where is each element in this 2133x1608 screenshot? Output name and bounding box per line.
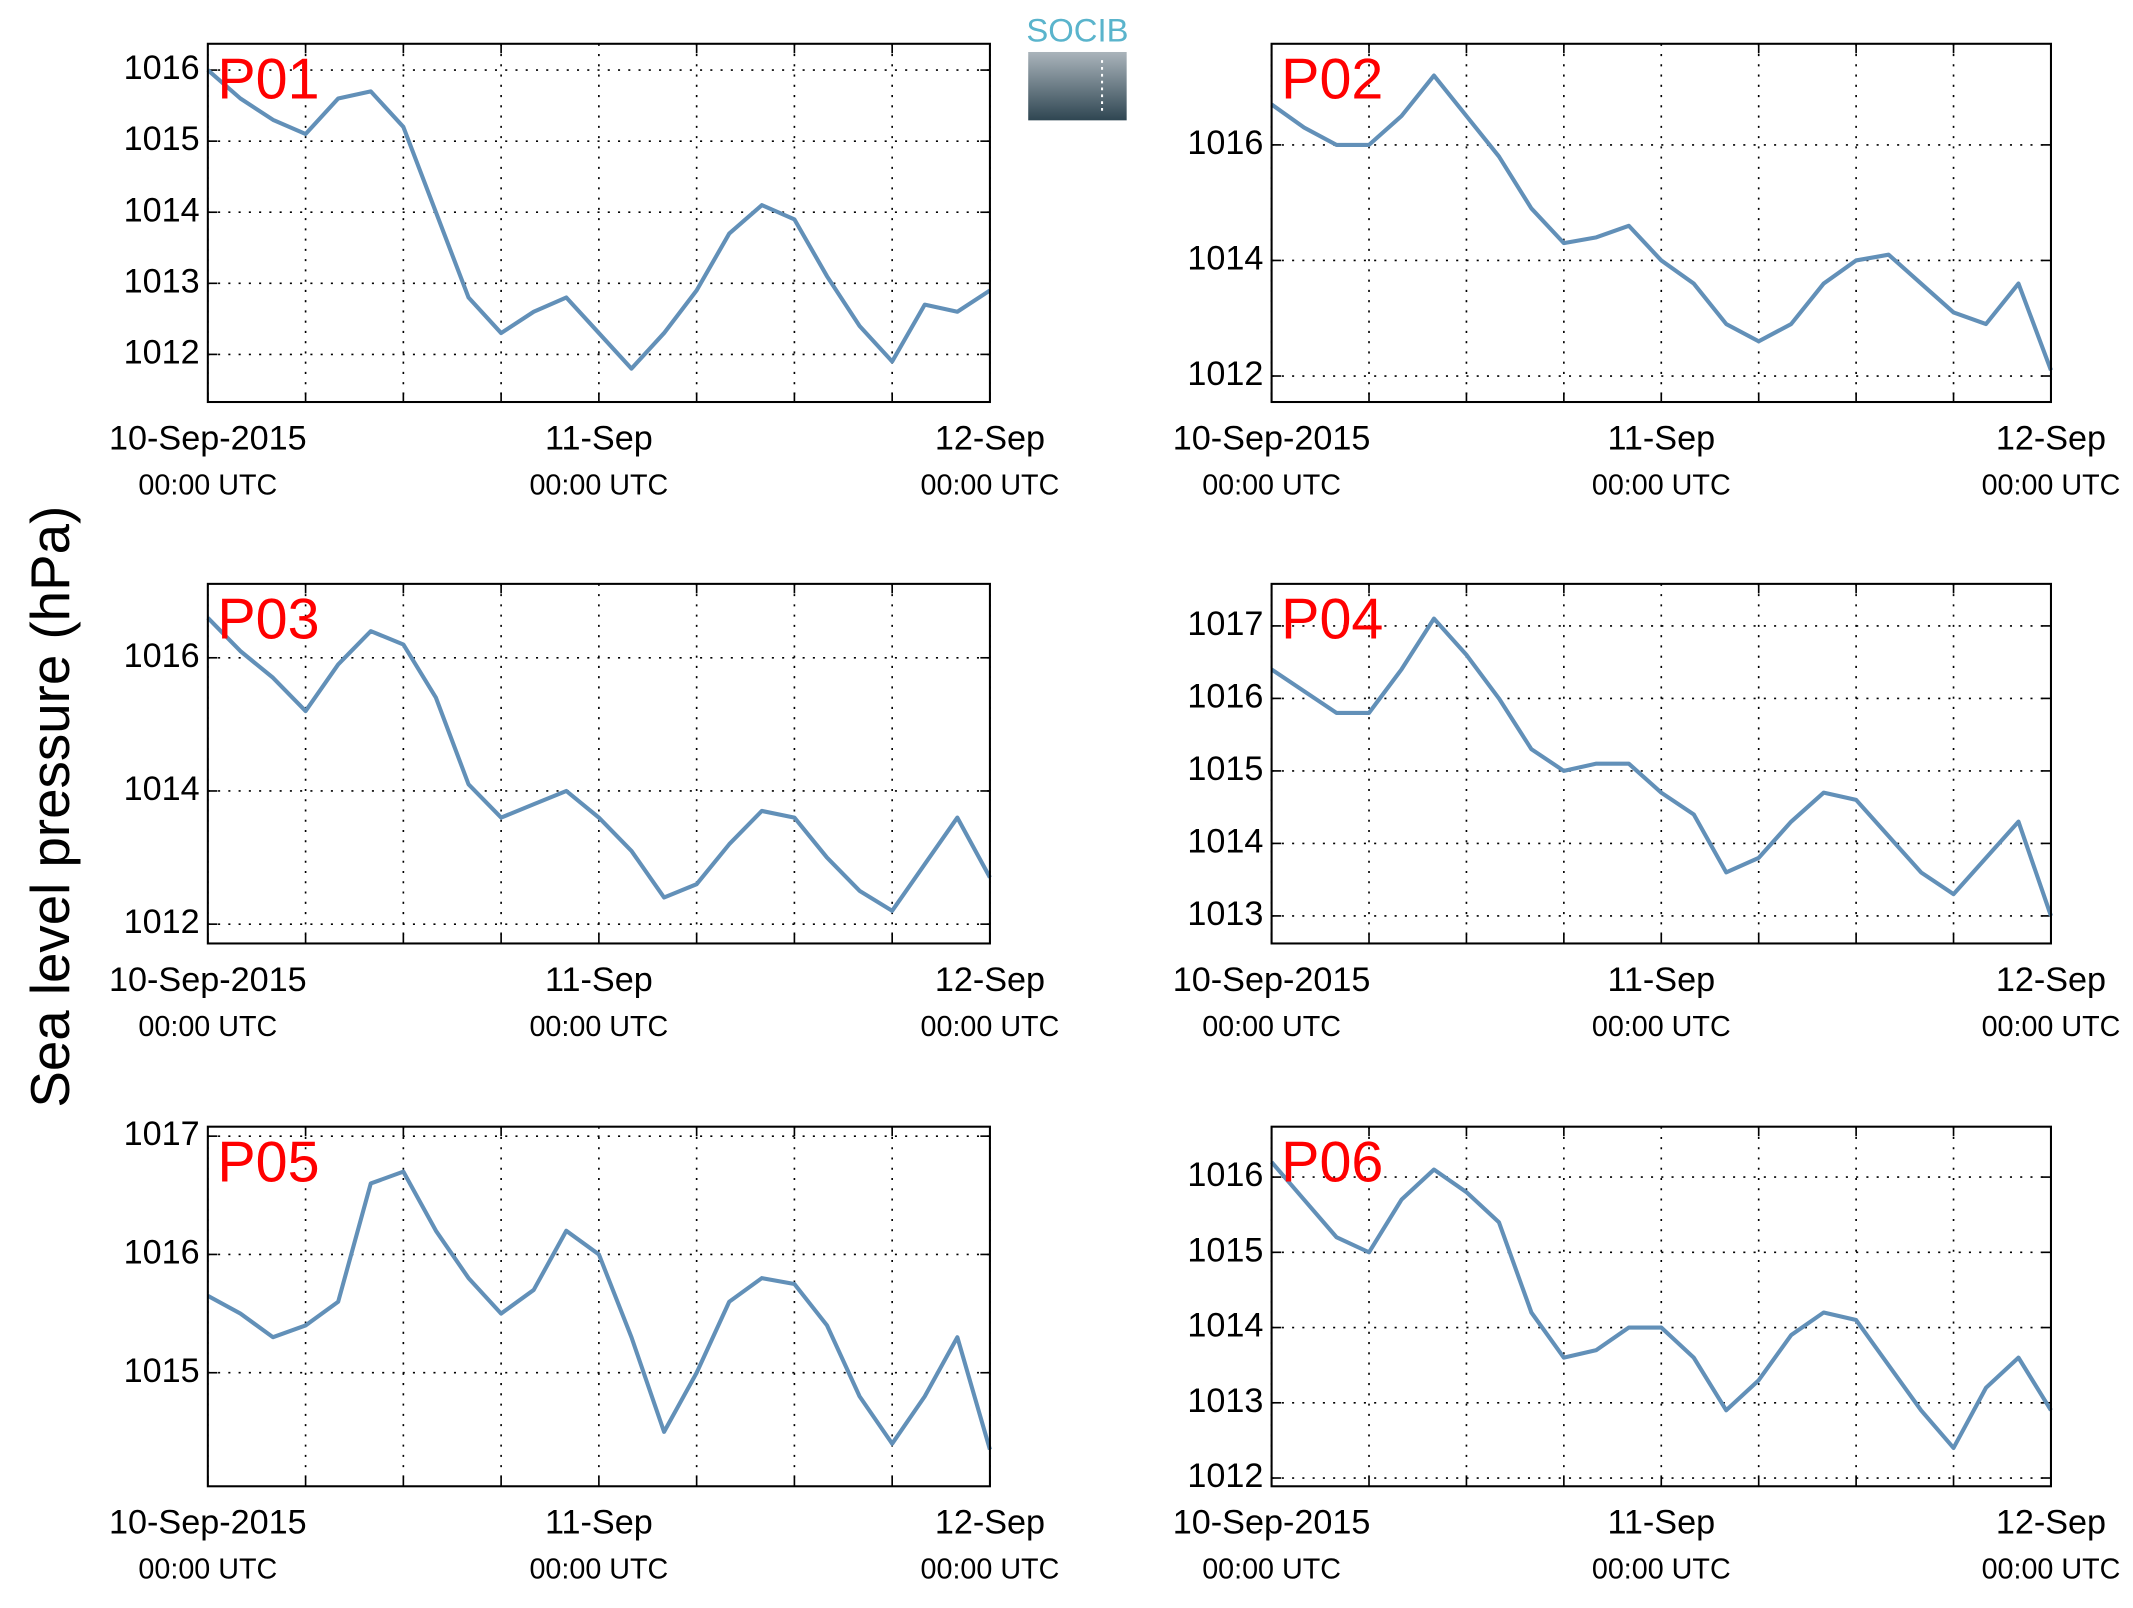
series-line [206, 68, 992, 371]
panel-title: P01 [217, 48, 319, 112]
subplot: 1012 1014 1016 10-Sep-2015 00:00 UTC 11-Sep 00… [109, 582, 1060, 1043]
y-tick-label: 1016 [1187, 124, 1263, 162]
x-tick-sublabel: 00:00 UTC [529, 469, 668, 501]
x-tick-label: 11-Sep [545, 419, 653, 457]
x-tick-sublabel: 00:00 UTC [921, 469, 1060, 501]
y-tick-label: 1016 [124, 1233, 200, 1271]
x-tick-sublabel: 00:00 UTC [529, 1554, 668, 1586]
x-tick-sublabel: 00:00 UTC [921, 1011, 1060, 1043]
x-tick-sublabel: 00:00 UTC [1982, 1011, 2121, 1043]
x-tick-sublabel: 00:00 UTC [138, 1554, 277, 1586]
y-tick-label: 1016 [124, 637, 200, 675]
x-tick-label: 12-Sep [1996, 961, 2106, 999]
y-tick-label: 1014 [1187, 822, 1263, 860]
panel-title: P06 [1281, 1131, 1383, 1195]
plot-frame [1270, 42, 2052, 404]
x-tick-sublabel: 00:00 UTC [1592, 469, 1731, 501]
plot-frame [1270, 582, 2052, 945]
x-tick-label: 11-Sep [1607, 961, 1715, 999]
y-tick-label: 1012 [1187, 1457, 1263, 1495]
x-tick-sublabel: 00:00 UTC [1202, 1011, 1341, 1043]
x-tick-label: 10-Sep-2015 [1173, 419, 1371, 457]
x-tick-sublabel: 00:00 UTC [529, 1011, 668, 1043]
x-tick-label: 10-Sep-2015 [109, 1504, 307, 1542]
y-tick-label: 1016 [1187, 1156, 1263, 1194]
y-tick-label: 1015 [124, 1352, 200, 1390]
x-tick-label: 10-Sep-2015 [1173, 1504, 1371, 1542]
y-tick-label: 1015 [1187, 1231, 1263, 1269]
plot-frame [206, 42, 991, 404]
y-tick-label: 1014 [124, 191, 200, 229]
x-tick-sublabel: 00:00 UTC [921, 1554, 1060, 1586]
logo-block [1028, 51, 1127, 121]
series-line [1270, 1160, 2053, 1450]
panel-title: P03 [217, 588, 319, 652]
x-tick-label: 12-Sep [1996, 419, 2106, 457]
y-tick-label: 1017 [124, 1115, 200, 1153]
panel-title: P05 [217, 1131, 319, 1195]
subplot: 1012 1013 1014 1015 1016 10-Sep-2015 00:00 UTC… [1173, 1125, 2121, 1586]
panel-title: P04 [1281, 588, 1383, 652]
y-tick-label: 1015 [1187, 750, 1263, 788]
y-tick-label: 1013 [1187, 1382, 1263, 1420]
x-tick-label: 12-Sep [935, 1504, 1045, 1542]
x-tick-sublabel: 00:00 UTC [1592, 1011, 1731, 1043]
y-axis-label: Sea level pressure (hPa) [19, 506, 81, 1108]
x-tick-label: 11-Sep [545, 1504, 653, 1542]
x-tick-label: 11-Sep [545, 961, 653, 999]
series-line [1270, 616, 2053, 917]
x-tick-sublabel: 00:00 UTC [1202, 1554, 1341, 1586]
x-tick-label: 11-Sep [1607, 1504, 1715, 1542]
y-tick-label: 1015 [124, 120, 200, 158]
subplot: 1012 1014 1016 10-Sep-2015 00:00 UTC 11-Sep 00… [1173, 42, 2121, 501]
y-tick-label: 1014 [124, 770, 200, 808]
y-tick-label: 1013 [124, 262, 200, 300]
subplot: 1012 1013 1014 1015 1016 10-Sep-2015 00:00 UTC… [109, 42, 1060, 501]
subplot: 1013 1014 1015 1016 1017 10-Sep-2015 00:00 UTC… [1173, 582, 2121, 1043]
y-tick-label: 1014 [1187, 239, 1263, 277]
x-tick-label: 12-Sep [935, 419, 1045, 457]
plot-frame [1270, 1125, 2052, 1488]
logo: SOCIB [1026, 12, 1128, 121]
y-tick-label: 1014 [1187, 1307, 1263, 1345]
x-tick-sublabel: 00:00 UTC [138, 469, 277, 501]
plot-frame [206, 1125, 991, 1488]
series-line [206, 616, 992, 913]
y-tick-label: 1012 [1187, 355, 1263, 393]
x-tick-sublabel: 00:00 UTC [1202, 469, 1341, 501]
x-tick-label: 12-Sep [1996, 1504, 2106, 1542]
panel-title: P02 [1281, 48, 1383, 112]
x-tick-sublabel: 00:00 UTC [1982, 469, 2121, 501]
x-tick-label: 10-Sep-2015 [109, 961, 307, 999]
x-tick-label: 11-Sep [1607, 419, 1715, 457]
logo-text: SOCIB [1026, 12, 1128, 49]
plot-frame [206, 582, 991, 945]
series-line [206, 1169, 992, 1451]
x-tick-label: 10-Sep-2015 [109, 419, 307, 457]
y-tick-label: 1012 [124, 333, 200, 371]
x-tick-label: 10-Sep-2015 [1173, 961, 1371, 999]
y-tick-label: 1013 [1187, 895, 1263, 933]
y-tick-label: 1017 [1187, 605, 1263, 643]
y-tick-label: 1016 [1187, 677, 1263, 715]
x-tick-sublabel: 00:00 UTC [1982, 1554, 2121, 1586]
x-tick-sublabel: 00:00 UTC [1592, 1554, 1731, 1586]
series-line [1270, 73, 2053, 371]
subplot: 1015 1016 1017 10-Sep-2015 00:00 UTC 11-Sep 00… [109, 1115, 1059, 1585]
x-tick-sublabel: 00:00 UTC [138, 1011, 277, 1043]
x-tick-label: 12-Sep [935, 961, 1045, 999]
y-tick-label: 1016 [124, 49, 200, 87]
y-tick-label: 1012 [124, 903, 200, 941]
